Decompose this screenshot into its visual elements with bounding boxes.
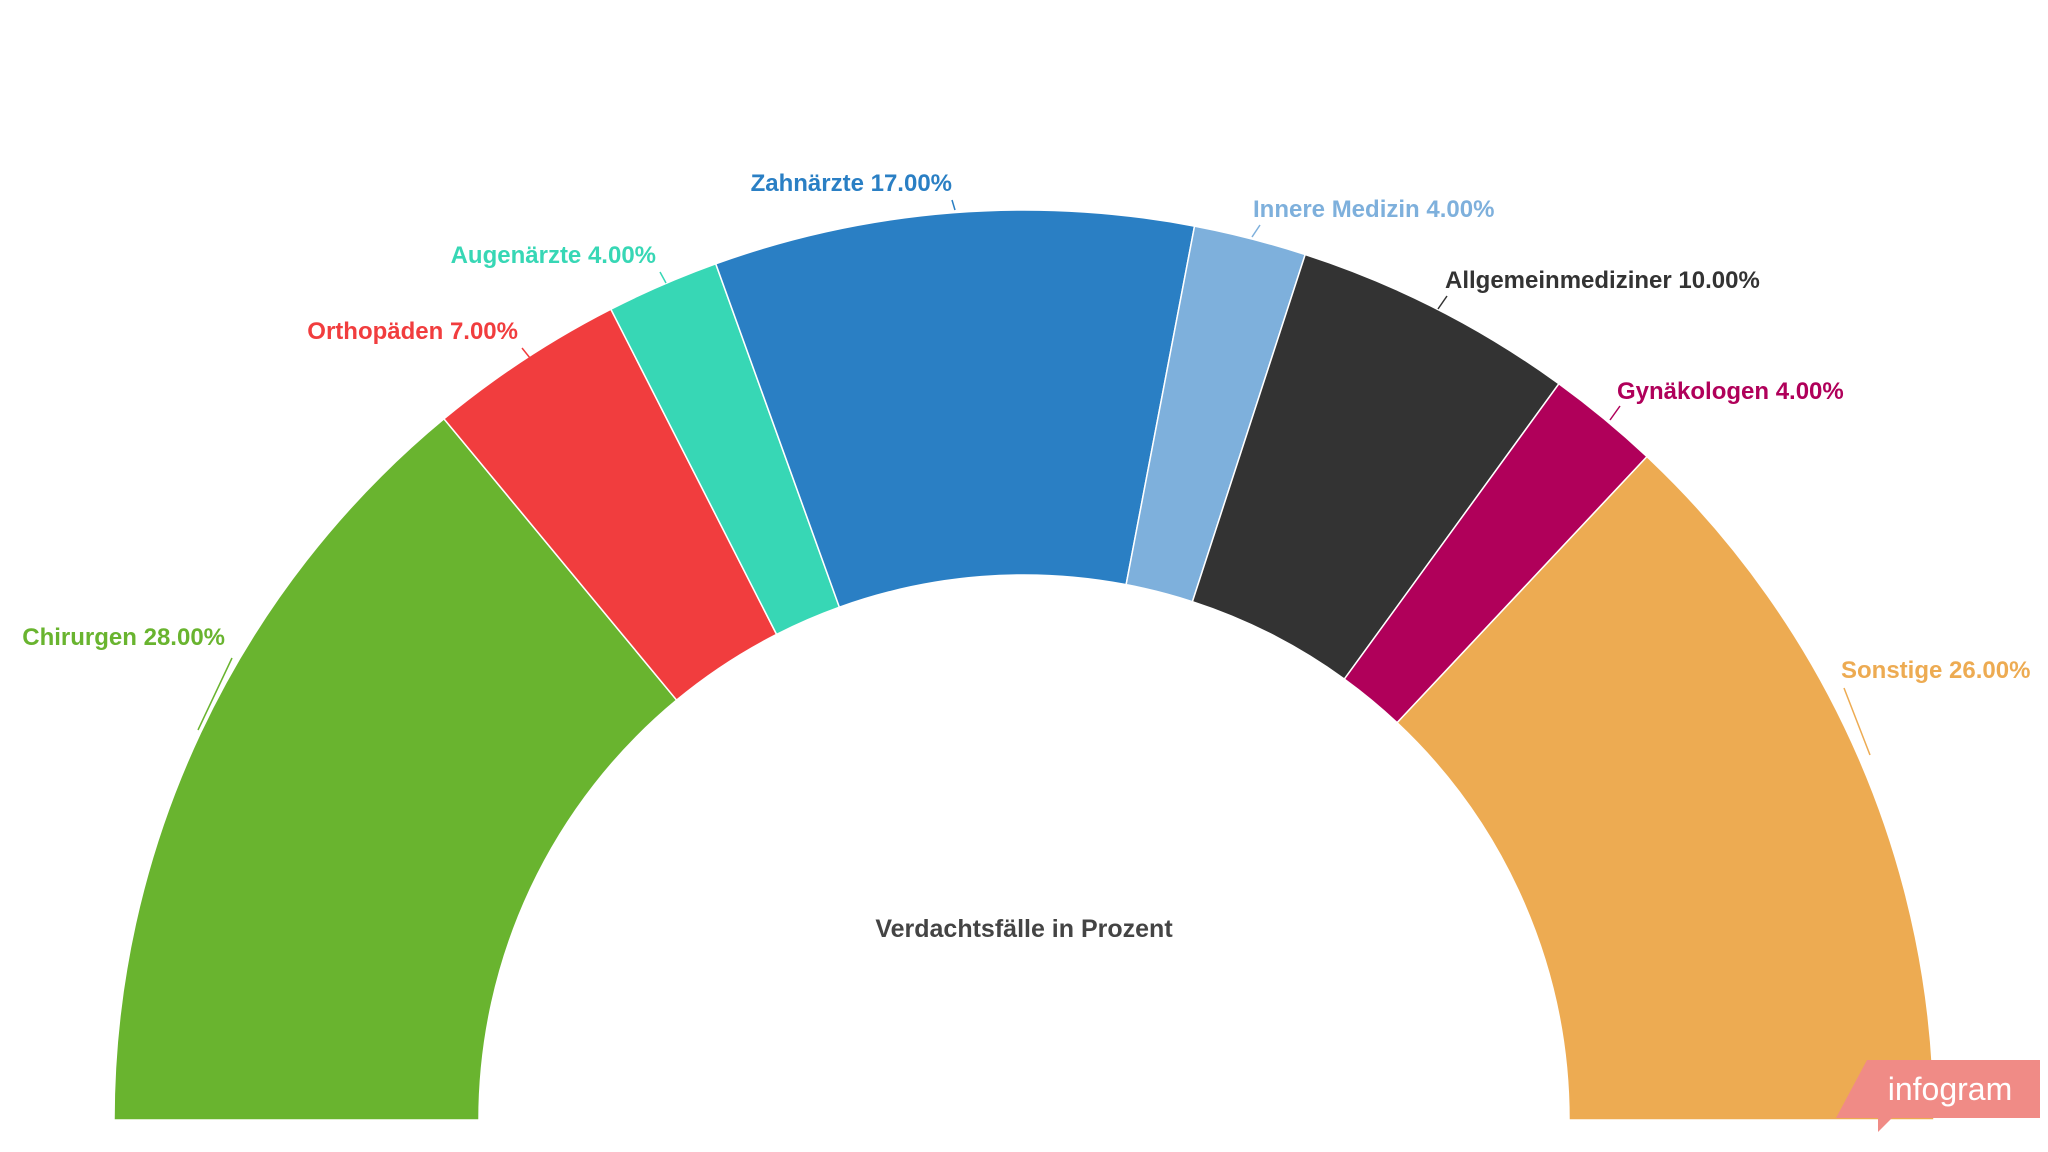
leader-line-3 [951, 199, 956, 211]
label-group: Chirurgen 28.00% Orthopäden 7.00% Augenärz… [22, 170, 2030, 684]
leader-line-0 [197, 657, 233, 731]
center-label: Verdachtsfälle in Prozent [875, 915, 1173, 943]
slice-label-7: Sonstige 26.00% [1841, 657, 2030, 684]
slice-label-4: Innere Medizin 4.00% [1253, 196, 1494, 223]
infogram-badge[interactable]: infogram [1836, 1060, 2040, 1132]
slice-label-1: Orthopäden 7.00% [307, 318, 518, 345]
leader-line-7 [1843, 687, 1871, 756]
infogram-badge-shape [1836, 1060, 2040, 1132]
infogram-logo-text: infogram [1888, 1071, 2013, 1107]
slice-label-5: Allgemeinmediziner 10.00% [1445, 267, 1760, 294]
leader-line-5 [1437, 295, 1448, 310]
slice-label-2: Augenärzte 4.00% [451, 242, 656, 269]
leader-line-2 [659, 271, 667, 284]
leader-line-group [197, 199, 1871, 756]
slice-group [113, 209, 1935, 1121]
leader-line-6 [1609, 405, 1621, 421]
slice-zahnärzte[interactable] [714, 209, 1196, 609]
leader-line-4 [1251, 224, 1261, 238]
slice-label-3: Zahnärzte 17.00% [751, 170, 952, 197]
slice-chirurgen[interactable] [113, 417, 678, 1121]
slice-label-0: Chirurgen 28.00% [22, 624, 225, 651]
slice-label-6: Gynäkologen 4.00% [1617, 378, 1844, 405]
leader-line-1 [521, 347, 531, 359]
